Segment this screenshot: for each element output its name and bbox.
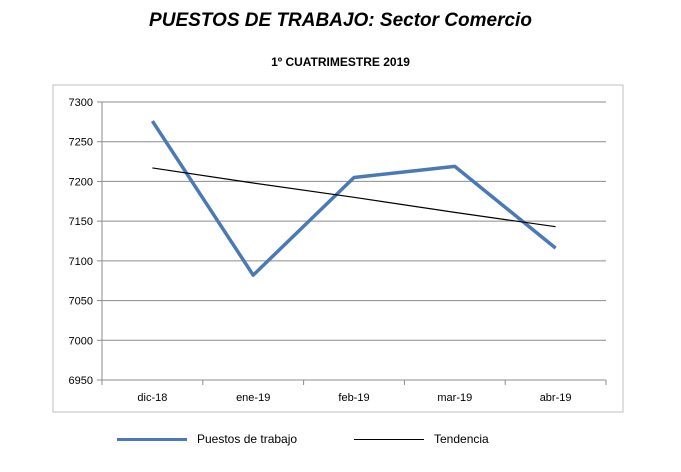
legend-item-puestos: Puestos de trabajo — [117, 432, 297, 446]
chart-subtitle: 1º CUATRIMESTRE 2019 — [271, 55, 410, 69]
series-line-tendencia — [152, 167, 556, 228]
plot-frame — [52, 84, 624, 413]
x-tick-label: feb-19 — [338, 392, 369, 404]
legend-swatch-puestos — [117, 437, 187, 441]
y-tick-label: 7300 — [69, 97, 93, 109]
y-tick-label: 7050 — [69, 296, 93, 308]
x-tick-label: abr-19 — [540, 392, 572, 404]
x-tick-label: ene-19 — [236, 392, 270, 404]
y-tick-label: 7150 — [69, 216, 93, 228]
y-tick-label: 7200 — [69, 176, 93, 188]
y-tick-label: 7250 — [69, 137, 93, 149]
legend-label-puestos: Puestos de trabajo — [197, 432, 298, 446]
x-tick-label: dic-18 — [137, 392, 167, 404]
y-tick-label: 7100 — [69, 256, 93, 268]
legend-item-tendencia: Tendencia — [354, 432, 489, 446]
legend: Puestos de trabajo Tendencia — [0, 432, 681, 452]
x-tick-label: mar-19 — [437, 392, 472, 404]
series-line-puestos — [150, 120, 557, 277]
y-tick-label: 7000 — [69, 335, 93, 347]
legend-label-tendencia: Tendencia — [434, 432, 489, 446]
y-tick-label: 6950 — [69, 375, 93, 387]
chart-title: PUESTOS DE TRABAJO: Sector Comercio — [149, 10, 532, 31]
legend-swatch-tendencia — [354, 438, 424, 440]
